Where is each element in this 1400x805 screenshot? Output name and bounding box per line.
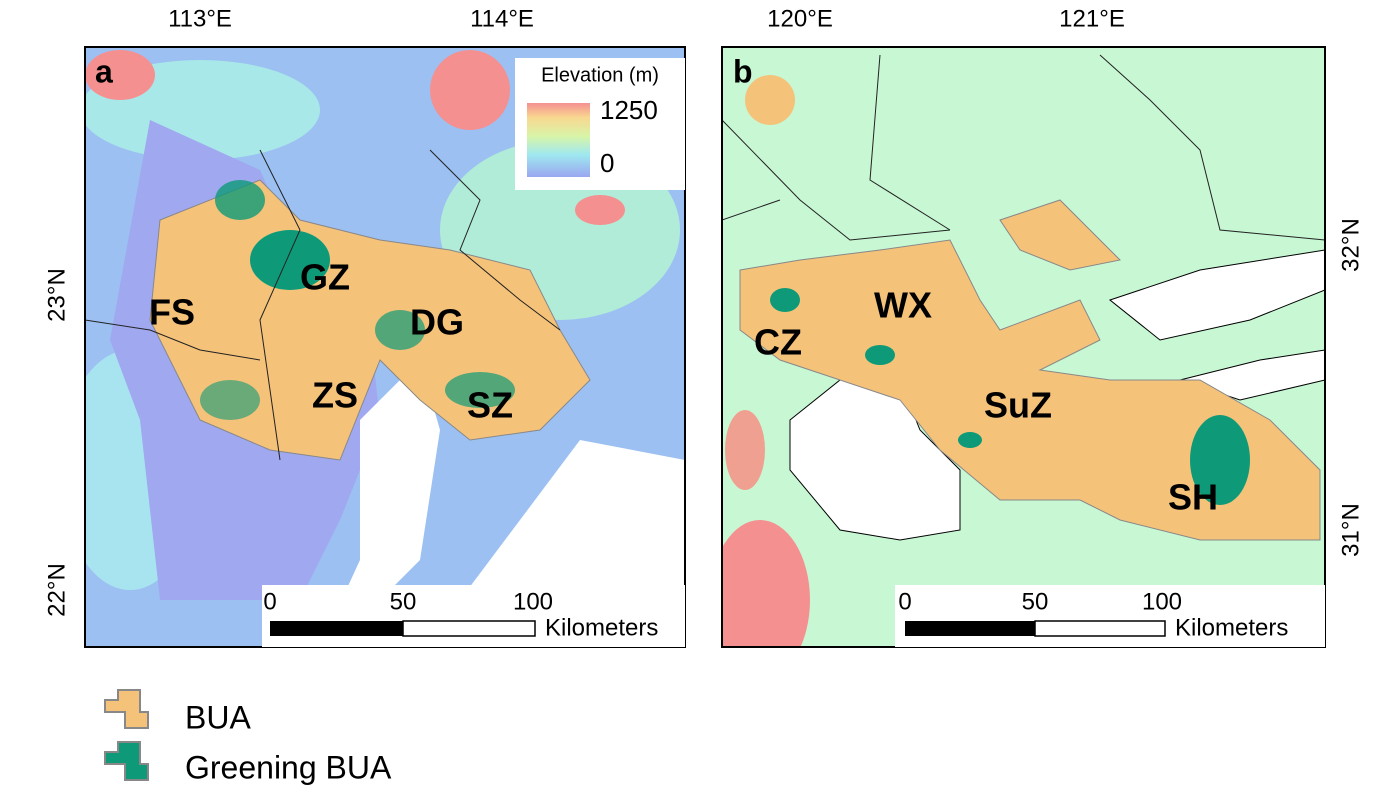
latitude-label: 23°N — [43, 268, 70, 322]
legend-label: BUA — [185, 699, 251, 735]
panel-letter: a — [95, 53, 113, 89]
scale-bar — [270, 621, 403, 636]
longitude-label: 121°E — [1059, 5, 1125, 32]
elevation-gradient — [527, 103, 590, 177]
scale-tick-label: 50 — [1022, 588, 1049, 615]
elevation-legend-title: Elevation (m) — [541, 64, 659, 86]
scale-unit: Kilometers — [545, 614, 658, 641]
panel-letter: b — [733, 53, 753, 89]
scale-tick-label: 0 — [898, 588, 911, 615]
city-label: SuZ — [984, 385, 1052, 426]
city-label: WX — [874, 285, 932, 326]
scale-tick-label: 100 — [513, 588, 553, 615]
city-label: SH — [1168, 477, 1218, 518]
map-b — [722, 47, 1325, 647]
elevation-min: 0 — [600, 148, 614, 178]
elevation-max: 1250 — [600, 95, 658, 125]
scale-tick-label: 100 — [1142, 588, 1182, 615]
city-label: FS — [149, 292, 195, 333]
scale-bar — [402, 620, 536, 637]
latitude-label: 32°N — [1337, 218, 1364, 272]
legend-icon-bua — [104, 689, 149, 729]
city-label: SZ — [467, 385, 513, 426]
longitude-label: 113°E — [168, 5, 232, 32]
legend-icon-greening — [104, 741, 149, 781]
city-label: DG — [410, 302, 464, 343]
scale-tick-label: 0 — [263, 588, 276, 615]
city-label: ZS — [312, 375, 358, 416]
latitude-label: 31°N — [1337, 503, 1364, 557]
city-label: CZ — [754, 322, 802, 363]
scale-bar — [1034, 620, 1166, 637]
legend-label: Greening BUA — [185, 749, 392, 785]
longitude-label: 114°E — [470, 5, 534, 32]
scale-unit: Kilometers — [1175, 614, 1288, 641]
scale-tick-label: 50 — [390, 588, 417, 615]
longitude-label: 120°E — [767, 5, 833, 32]
scale-bar — [905, 621, 1035, 636]
city-label: GZ — [300, 257, 350, 298]
latitude-label: 22°N — [43, 563, 70, 617]
